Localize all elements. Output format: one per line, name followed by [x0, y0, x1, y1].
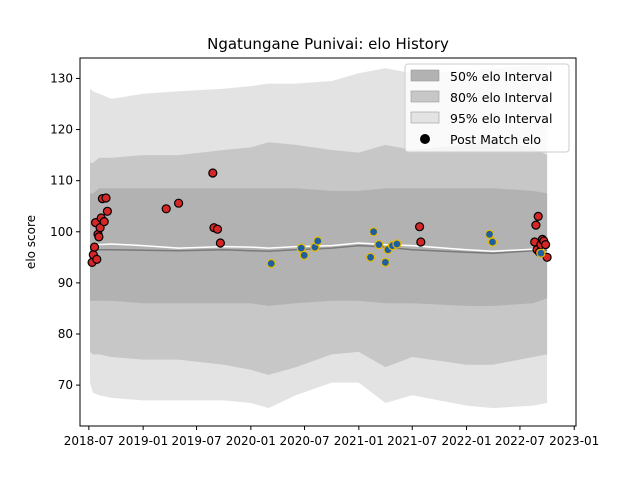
median-elo-line	[90, 244, 548, 254]
post-match-elo-point-blue	[374, 240, 384, 250]
y-tick-label: 110	[50, 174, 73, 188]
post-match-elo-point-red	[92, 254, 102, 264]
legend-swatch	[410, 111, 440, 124]
post-match-elo-point-blue	[313, 236, 323, 246]
post-match-elo-point-red	[95, 223, 105, 233]
post-match-elo-point-blue	[392, 239, 402, 249]
post-match-elo-point-red	[415, 222, 425, 232]
post-match-elo-point-blue	[299, 250, 309, 260]
post-match-elo-point-red	[161, 204, 171, 214]
post-match-elo-point-red	[531, 220, 541, 230]
axes: 2018-07 2019-01 2019-07 2020-01 2020-07 2021-…	[50, 57, 599, 448]
post-match-elo-point-red	[99, 217, 109, 227]
post-match-elo-point-blue	[487, 237, 498, 247]
post-match-elo-point-red	[89, 242, 100, 252]
y-axis-label: elo score	[24, 215, 38, 269]
axes-frame	[79, 57, 577, 427]
x-tick-label: 2020-01	[226, 434, 276, 448]
y-tick-label: 130	[50, 71, 73, 85]
y-tick-label: 100	[50, 225, 73, 239]
legend-label: 50% elo Interval	[450, 69, 552, 84]
legend-label: Post Match elo	[450, 132, 541, 147]
post-match-elo-point-red	[174, 198, 184, 208]
post-match-elo-point-blue	[380, 257, 390, 267]
post-match-elo-point-red	[102, 206, 113, 216]
x-tick-label: 2022-07	[495, 434, 545, 448]
x-tick-label: 2018-07	[64, 434, 114, 448]
post-match-elo-point-blue	[366, 252, 376, 262]
legend-swatch	[410, 69, 440, 82]
post-match-elo-point-blue	[536, 248, 546, 258]
post-match-elo-point-red	[416, 237, 426, 247]
x-tick-label: 2019-07	[171, 434, 221, 448]
legend-swatch	[410, 90, 440, 103]
post-match-elo-point-red	[215, 238, 225, 248]
post-match-elo-point-red	[542, 252, 552, 262]
post-match-elo-point-red	[94, 232, 104, 242]
y-tick-label: 120	[50, 123, 73, 137]
post-match-elo-point-blue	[369, 227, 379, 237]
legend-box	[404, 63, 570, 153]
post-match-elo-point-blue	[484, 229, 495, 239]
y-tick-label: 70	[58, 378, 73, 392]
x-tick-label: 2023-01	[549, 434, 599, 448]
post-match-elo-point-red	[101, 193, 111, 203]
x-tick-label: 2021-01	[334, 434, 384, 448]
legend-label: 95% elo Interval	[450, 111, 552, 126]
x-tick-label: 2019-01	[118, 434, 168, 448]
legend-label: 80% elo Interval	[450, 90, 552, 105]
post-match-elo-point-red	[533, 211, 543, 221]
post-match-elo-point-red	[208, 168, 218, 178]
x-tick-label: 2021-07	[387, 434, 437, 448]
legend-marker	[420, 134, 430, 144]
mean-elo-line	[89, 242, 548, 252]
x-tick-label: 2020-07	[279, 434, 329, 448]
y-tick-label: 90	[58, 276, 73, 290]
post-match-elo-point-red	[540, 240, 551, 250]
post-match-elo-point-red	[212, 224, 223, 234]
post-match-elo-point-blue	[266, 258, 276, 269]
x-tick-label: 2022-01	[441, 434, 491, 448]
y-tick-label: 80	[58, 327, 73, 341]
legend: 50% elo Interval 80% elo Interval 95% elo …	[404, 63, 570, 153]
chart-title: Ngatungane Punivai: elo History	[207, 35, 449, 53]
